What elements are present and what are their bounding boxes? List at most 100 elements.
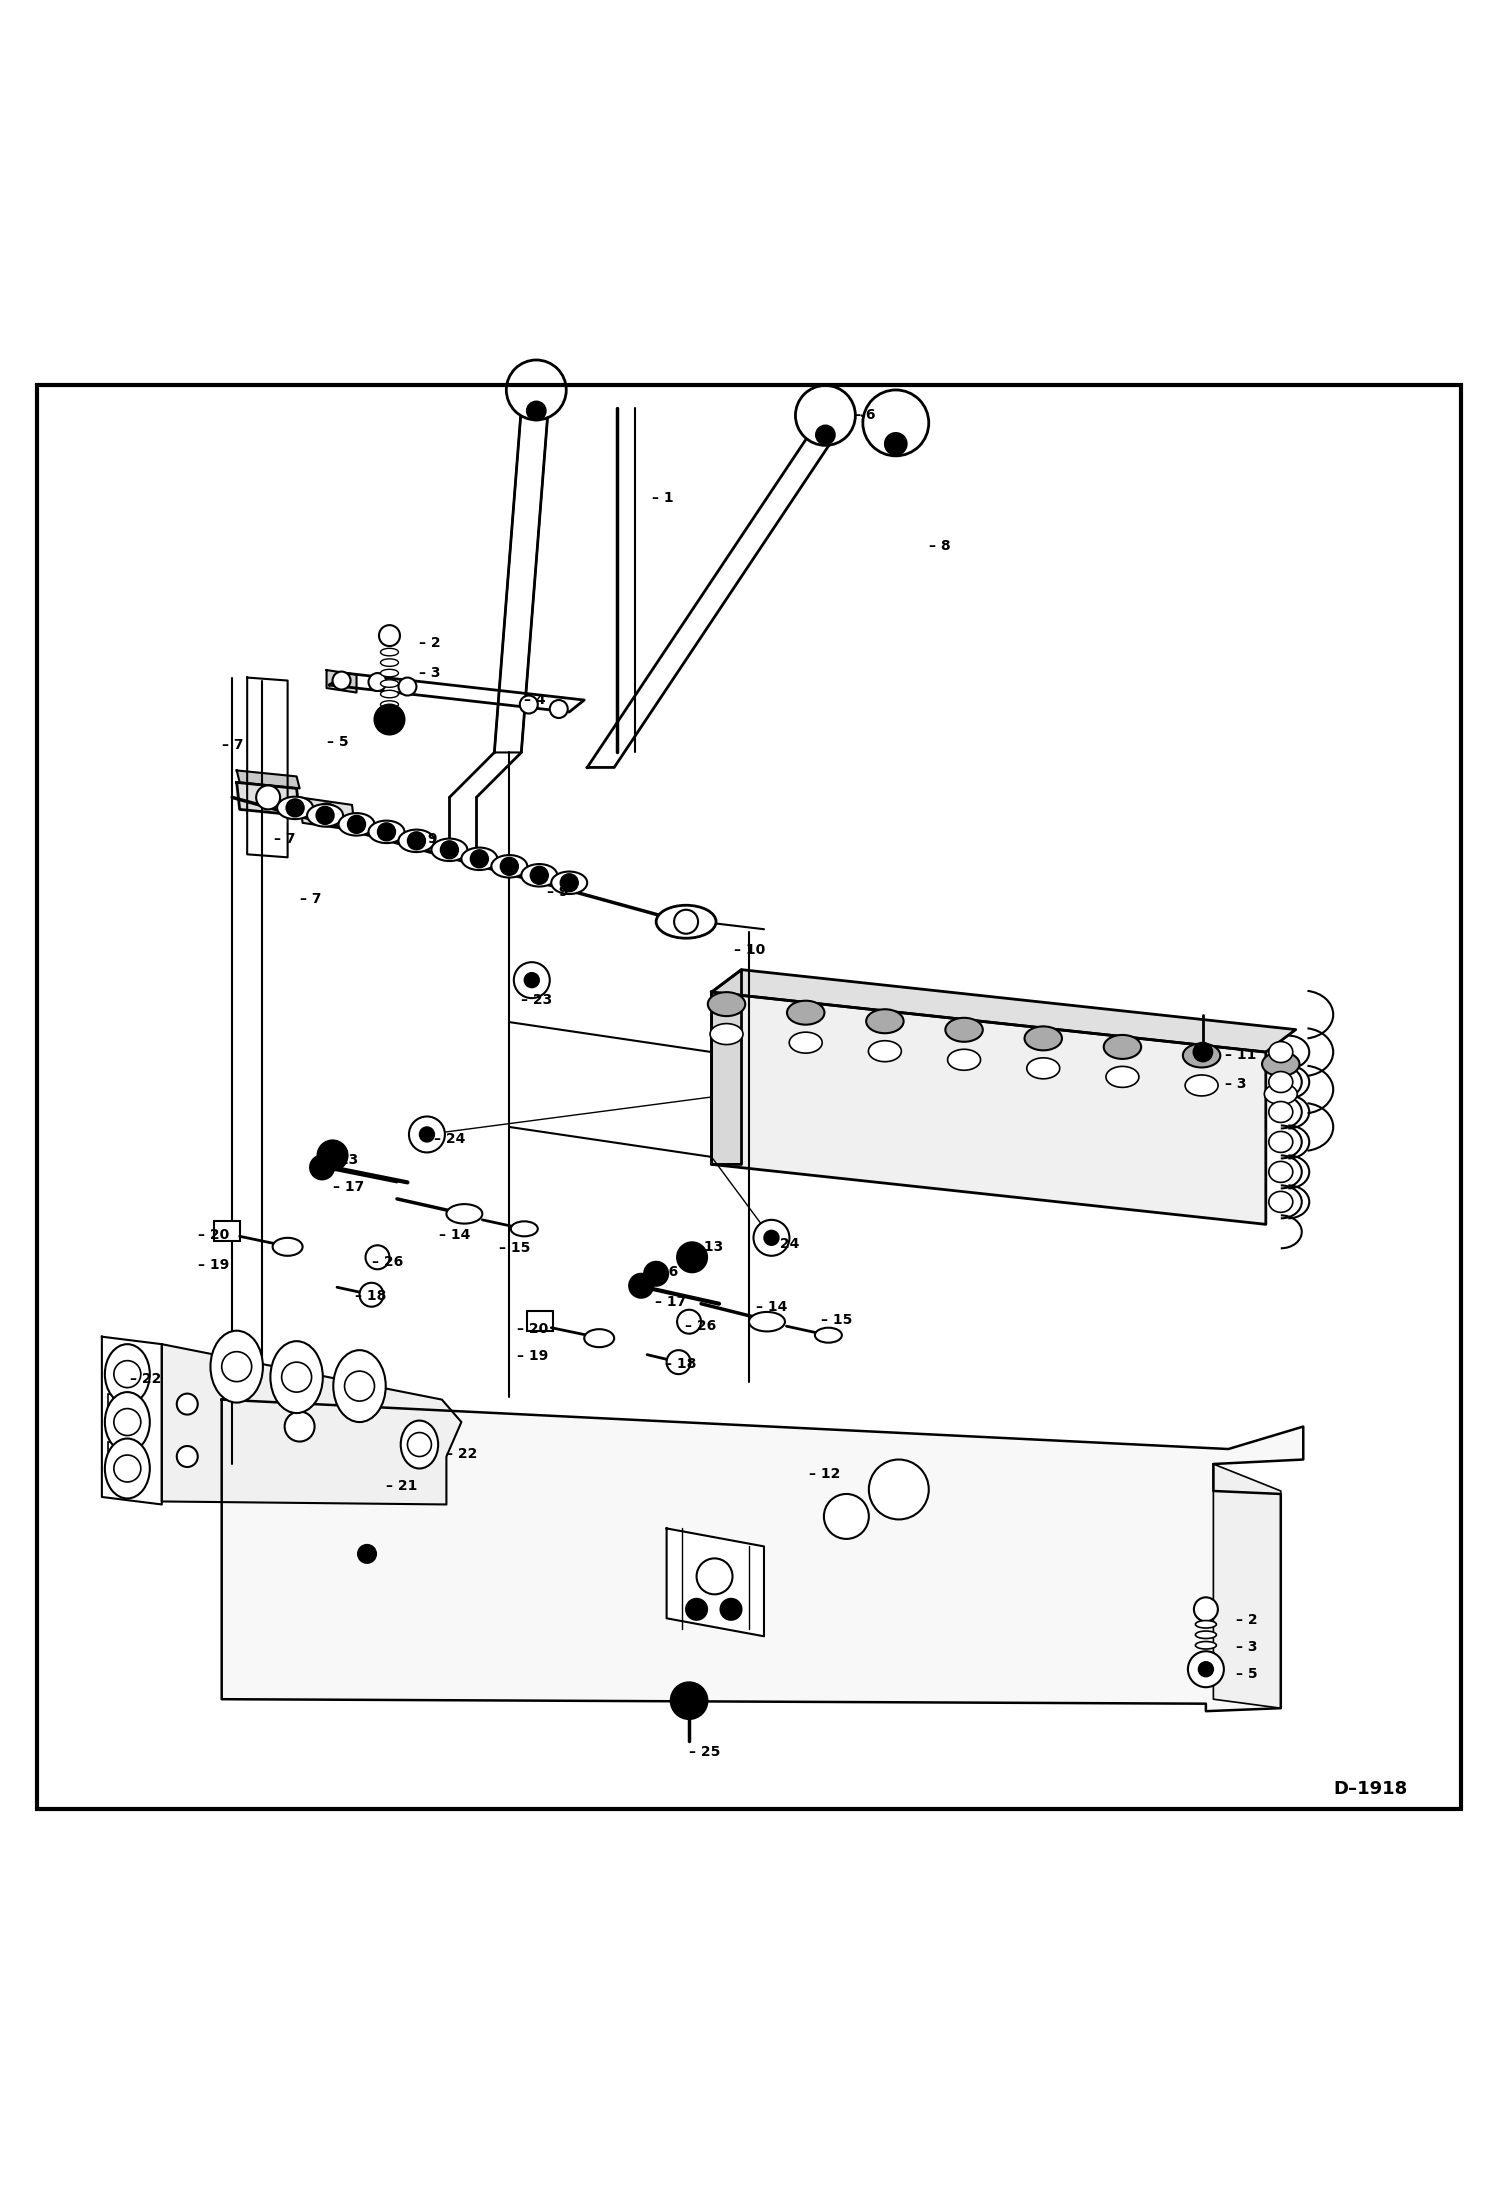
- Polygon shape: [712, 970, 742, 1165]
- Text: – 23: – 23: [521, 992, 553, 1007]
- Ellipse shape: [1269, 1161, 1293, 1183]
- Ellipse shape: [339, 814, 374, 836]
- Ellipse shape: [710, 1025, 743, 1044]
- Text: – 7: – 7: [274, 832, 295, 847]
- Ellipse shape: [584, 1330, 614, 1347]
- Text: D–1918: D–1918: [1333, 1779, 1408, 1799]
- Ellipse shape: [380, 649, 398, 656]
- Circle shape: [256, 785, 280, 810]
- Text: – 5: – 5: [1236, 1667, 1257, 1681]
- Polygon shape: [237, 783, 300, 816]
- Text: – 8: – 8: [929, 540, 950, 553]
- Circle shape: [366, 1246, 389, 1270]
- Text: – 5: – 5: [327, 735, 348, 748]
- Circle shape: [764, 1231, 779, 1246]
- Circle shape: [1198, 1661, 1213, 1676]
- Ellipse shape: [398, 829, 434, 851]
- Text: – 6: – 6: [854, 408, 875, 423]
- Ellipse shape: [1195, 1641, 1216, 1650]
- Circle shape: [520, 695, 538, 713]
- Text: – 12: – 12: [809, 1468, 840, 1481]
- Text: – 24: – 24: [768, 1237, 800, 1251]
- Circle shape: [824, 1494, 869, 1538]
- Ellipse shape: [380, 691, 398, 698]
- Ellipse shape: [1025, 1027, 1062, 1051]
- Circle shape: [863, 391, 929, 456]
- Ellipse shape: [210, 1332, 264, 1402]
- Text: – 21: – 21: [386, 1479, 418, 1494]
- Ellipse shape: [1185, 1075, 1218, 1097]
- Circle shape: [310, 1156, 334, 1180]
- Ellipse shape: [1106, 1066, 1138, 1088]
- Text: – 25: – 25: [689, 1744, 721, 1760]
- Circle shape: [530, 867, 548, 884]
- Text: – 1: – 1: [652, 491, 673, 505]
- Circle shape: [333, 671, 351, 689]
- Ellipse shape: [369, 821, 404, 842]
- Circle shape: [316, 803, 337, 825]
- Text: – 2: – 2: [1236, 1613, 1257, 1626]
- Circle shape: [114, 1409, 141, 1435]
- Ellipse shape: [380, 658, 398, 667]
- Text: – 7: – 7: [222, 737, 243, 753]
- Circle shape: [407, 832, 425, 849]
- Circle shape: [560, 873, 578, 891]
- Ellipse shape: [461, 847, 497, 871]
- Ellipse shape: [511, 1222, 538, 1235]
- Polygon shape: [247, 678, 288, 858]
- Text: – 19: – 19: [198, 1257, 229, 1273]
- Ellipse shape: [333, 1349, 386, 1422]
- Ellipse shape: [945, 1018, 983, 1042]
- Ellipse shape: [380, 669, 398, 676]
- Ellipse shape: [1183, 1044, 1221, 1068]
- Circle shape: [345, 1371, 374, 1402]
- Text: – 17: – 17: [655, 1294, 686, 1310]
- Ellipse shape: [1261, 1053, 1299, 1075]
- Circle shape: [286, 799, 304, 816]
- Text: – 10: – 10: [734, 943, 765, 957]
- Circle shape: [360, 1283, 383, 1308]
- Ellipse shape: [866, 1009, 903, 1033]
- Circle shape: [398, 678, 416, 695]
- Circle shape: [1194, 1597, 1218, 1621]
- Circle shape: [677, 1310, 701, 1334]
- Circle shape: [407, 1433, 431, 1457]
- Circle shape: [222, 1352, 252, 1382]
- Ellipse shape: [380, 711, 398, 720]
- Polygon shape: [712, 970, 1296, 1053]
- Polygon shape: [1213, 1463, 1281, 1709]
- Text: – 3: – 3: [419, 667, 440, 680]
- Circle shape: [527, 402, 545, 419]
- Circle shape: [677, 1242, 707, 1273]
- Ellipse shape: [749, 1312, 785, 1332]
- Circle shape: [177, 1393, 198, 1415]
- Text: – 18: – 18: [355, 1290, 386, 1303]
- Text: – 24: – 24: [434, 1132, 466, 1145]
- Circle shape: [550, 700, 568, 717]
- Circle shape: [358, 1545, 376, 1562]
- Polygon shape: [102, 1336, 162, 1505]
- Circle shape: [282, 1362, 312, 1393]
- Circle shape: [500, 858, 518, 875]
- Text: – 26: – 26: [685, 1319, 716, 1334]
- Text: – 22: – 22: [130, 1371, 162, 1387]
- Polygon shape: [712, 992, 1266, 1224]
- Text: – 20: – 20: [517, 1323, 548, 1336]
- Text: – 9: – 9: [416, 832, 437, 847]
- Bar: [108, 1441, 138, 1459]
- Ellipse shape: [1195, 1652, 1216, 1659]
- Ellipse shape: [380, 680, 398, 687]
- Polygon shape: [222, 1400, 1303, 1711]
- Circle shape: [114, 1455, 141, 1481]
- Circle shape: [1188, 1652, 1224, 1687]
- Circle shape: [114, 1360, 141, 1387]
- Ellipse shape: [1104, 1036, 1141, 1060]
- Circle shape: [795, 386, 855, 445]
- Ellipse shape: [491, 856, 527, 878]
- Polygon shape: [162, 1345, 461, 1505]
- Circle shape: [885, 434, 906, 454]
- Ellipse shape: [707, 992, 746, 1016]
- Circle shape: [374, 704, 404, 735]
- Text: – 17: – 17: [333, 1180, 364, 1194]
- Ellipse shape: [1269, 1071, 1293, 1093]
